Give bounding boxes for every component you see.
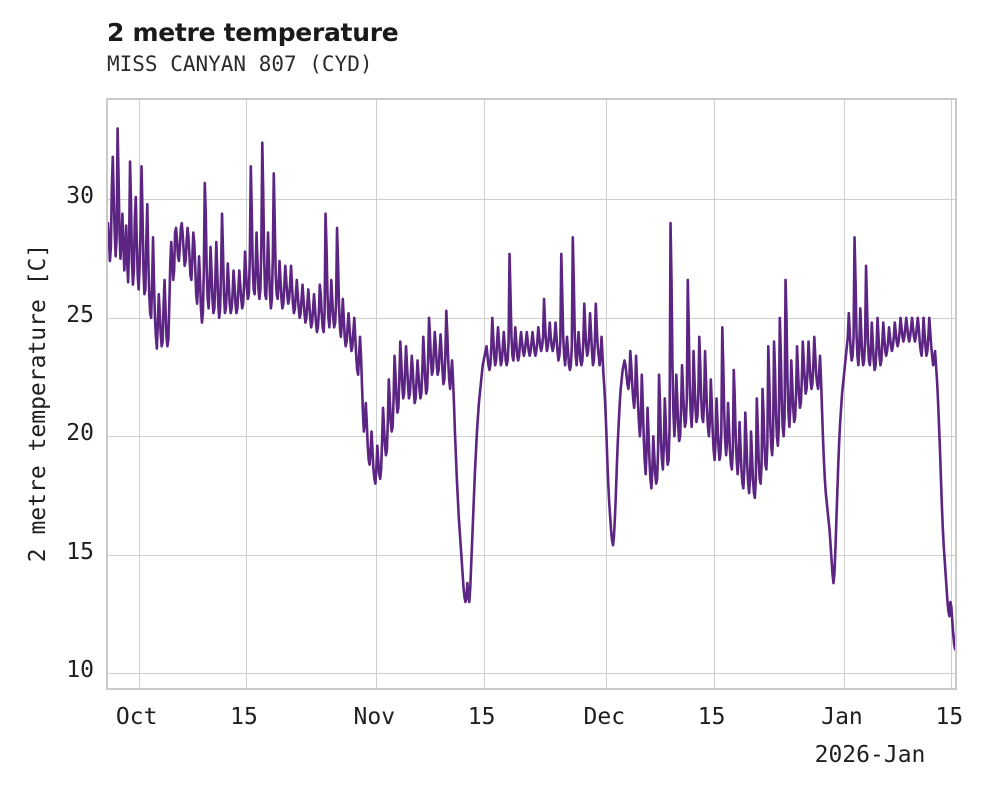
- x-tick-label: Oct: [115, 704, 158, 730]
- x-tick-label: 15: [935, 704, 964, 730]
- gridline-vertical: [246, 100, 247, 688]
- gridline-horizontal: [108, 317, 955, 319]
- gridline-vertical: [606, 100, 608, 688]
- x-tick-label: 15: [230, 704, 258, 730]
- chart-title: 2 metre temperature: [107, 18, 399, 47]
- gridline-horizontal: [108, 199, 955, 201]
- plot-area: [106, 98, 957, 690]
- x-tick-label: Nov: [353, 704, 396, 730]
- gridline-vertical: [376, 100, 378, 688]
- x-tick-label: 15: [467, 704, 496, 730]
- x-tick-label: 15: [697, 704, 726, 730]
- gridline-horizontal: [108, 673, 955, 675]
- x-tick-label: Jan: [821, 704, 863, 730]
- temperature-series-line: [108, 127, 955, 651]
- y-tick-label: 15: [66, 538, 94, 565]
- x-tick-label: Dec: [583, 704, 626, 730]
- gridline-horizontal: [108, 436, 955, 438]
- y-tick-label: 20: [66, 420, 94, 447]
- y-tick-label: 30: [66, 183, 94, 210]
- gridline-horizontal: [108, 554, 955, 556]
- x-axis-label: 2026-Jan: [814, 742, 926, 768]
- chart-subtitle: MISS CANYAN 807 (CYD): [107, 52, 373, 76]
- series-polyline: [108, 127, 955, 651]
- y-tick-label: 10: [66, 657, 94, 684]
- gridline-vertical: [483, 100, 485, 688]
- gridline-vertical: [138, 100, 140, 688]
- gridline-vertical: [713, 100, 715, 688]
- y-tick-label: 25: [66, 301, 94, 328]
- gridline-vertical: [844, 100, 845, 688]
- gridline-vertical: [951, 100, 953, 688]
- y-axis-label: 2 metre temperature [C]: [25, 243, 51, 563]
